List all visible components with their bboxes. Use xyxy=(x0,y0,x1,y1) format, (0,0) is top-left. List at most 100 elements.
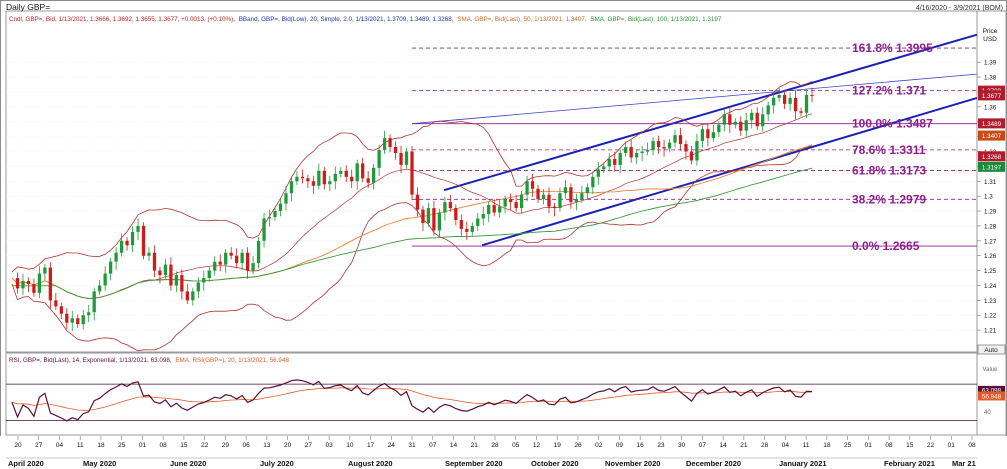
date-tick-label: 24 xyxy=(388,442,396,449)
candle-body xyxy=(163,264,168,276)
date-tick-label: 14 xyxy=(450,442,458,449)
trend-channel xyxy=(411,33,978,247)
candle-body xyxy=(256,240,261,264)
price-value-box-label: 1.3407 xyxy=(982,133,1002,140)
candle-body xyxy=(700,129,705,142)
date-axis-panel xyxy=(0,436,1007,469)
candle-body xyxy=(59,306,63,314)
candle-body xyxy=(585,187,589,194)
candle-body xyxy=(119,240,124,253)
candle-body xyxy=(744,120,748,131)
candle-body xyxy=(503,199,507,207)
candle-body xyxy=(772,97,776,106)
candle-body xyxy=(662,147,666,149)
month-label: Mar 21 xyxy=(952,459,976,468)
candle-body xyxy=(339,170,343,174)
candle-body xyxy=(536,188,540,200)
candle-body xyxy=(640,151,644,153)
auto-scale-button[interactable] xyxy=(977,344,1006,355)
date-tick-label: 04 xyxy=(782,442,790,449)
date-tick-label: 20 xyxy=(14,442,22,449)
date-tick-label: 11 xyxy=(77,442,84,449)
date-tick-label: 10 xyxy=(346,442,354,449)
date-tick-label: 21 xyxy=(471,442,479,449)
date-tick-label: 04 xyxy=(56,442,64,449)
candle-body xyxy=(618,153,622,165)
candle-body xyxy=(432,208,436,231)
fibonacci-lines: 161.8% 1.3995 127.2% 1.371 100.0% 1.3487 78… xyxy=(412,41,977,253)
candle-body xyxy=(678,135,683,145)
candle-body xyxy=(656,141,661,148)
candle-body xyxy=(218,261,222,265)
candle-body xyxy=(65,313,69,323)
candle-body xyxy=(404,151,409,165)
candle-body xyxy=(448,202,452,209)
date-axis: 20 27 04 11 18 25 01 08 15 22 29 06 13 20 27 03 10 17 24 31… xyxy=(8,436,976,468)
price-tick-label: 1.29 xyxy=(984,209,997,216)
candle-body xyxy=(470,225,474,232)
candle-body xyxy=(695,141,699,161)
price-tick-label: 1.24 xyxy=(984,283,997,290)
date-tick-label: 11 xyxy=(803,442,810,449)
date-tick-label: 15 xyxy=(906,442,914,449)
rsi-value-title: Value xyxy=(983,367,999,373)
candle-body xyxy=(602,166,606,170)
candle-body xyxy=(481,214,485,219)
rsi-value-box xyxy=(978,385,1005,395)
candle-body xyxy=(240,252,244,264)
candle-body xyxy=(87,312,91,316)
candle-body xyxy=(267,217,272,219)
date-tick-label: 13 xyxy=(263,442,271,449)
fib-label: 127.2% 1.371 xyxy=(852,83,926,97)
candle-body xyxy=(519,194,524,209)
month-label: November 2020 xyxy=(605,459,660,468)
date-tick-label: 14 xyxy=(720,442,728,449)
auto-scale-label: Auto xyxy=(984,347,998,354)
candle-body xyxy=(103,273,107,286)
candle-body xyxy=(295,176,299,182)
candle-body xyxy=(711,132,716,139)
candle-body xyxy=(761,114,765,127)
chart-title: Daily GBP= xyxy=(6,2,50,12)
candle-body xyxy=(382,138,387,151)
candle-body xyxy=(235,255,239,264)
candle-body xyxy=(70,318,74,323)
candle-body xyxy=(799,111,803,113)
price-value-box-label: 1.3268 xyxy=(982,154,1002,161)
date-tick-label: 25 xyxy=(118,442,126,449)
candle-body xyxy=(563,187,568,194)
date-tick-label: 20 xyxy=(284,442,292,449)
date-tick-label: 01 xyxy=(865,442,873,449)
candle-body xyxy=(607,158,611,167)
candle-body xyxy=(388,138,392,148)
date-tick-label: 31 xyxy=(408,442,416,449)
candle-body xyxy=(306,178,310,182)
candle-body xyxy=(377,150,381,168)
date-tick-label: 28 xyxy=(761,442,769,449)
candle-body xyxy=(322,170,326,185)
candle-body xyxy=(37,273,42,293)
candle-body xyxy=(574,199,579,203)
date-tick-label: 07 xyxy=(429,442,437,449)
candle-body xyxy=(98,285,102,292)
candle-body xyxy=(344,170,348,177)
candle-body xyxy=(459,219,463,229)
candle-body xyxy=(804,94,809,113)
date-tick-label: 08 xyxy=(160,442,168,449)
date-tick-label: 07 xyxy=(699,442,707,449)
date-tick-label: 19 xyxy=(554,442,562,449)
date-tick-label: 18 xyxy=(97,442,105,449)
trend-line-thin xyxy=(411,73,978,125)
price-tick-label: 1.27 xyxy=(984,238,997,245)
date-tick-label: 27 xyxy=(35,442,43,449)
indicator-lines xyxy=(11,81,813,352)
candle-body xyxy=(487,205,491,215)
price-tick-label: 1.22 xyxy=(984,313,997,320)
price-value-box-label: 1.3197 xyxy=(982,164,1002,171)
candle-body xyxy=(580,193,584,200)
candle-body xyxy=(174,275,179,286)
candle-body xyxy=(415,194,420,210)
